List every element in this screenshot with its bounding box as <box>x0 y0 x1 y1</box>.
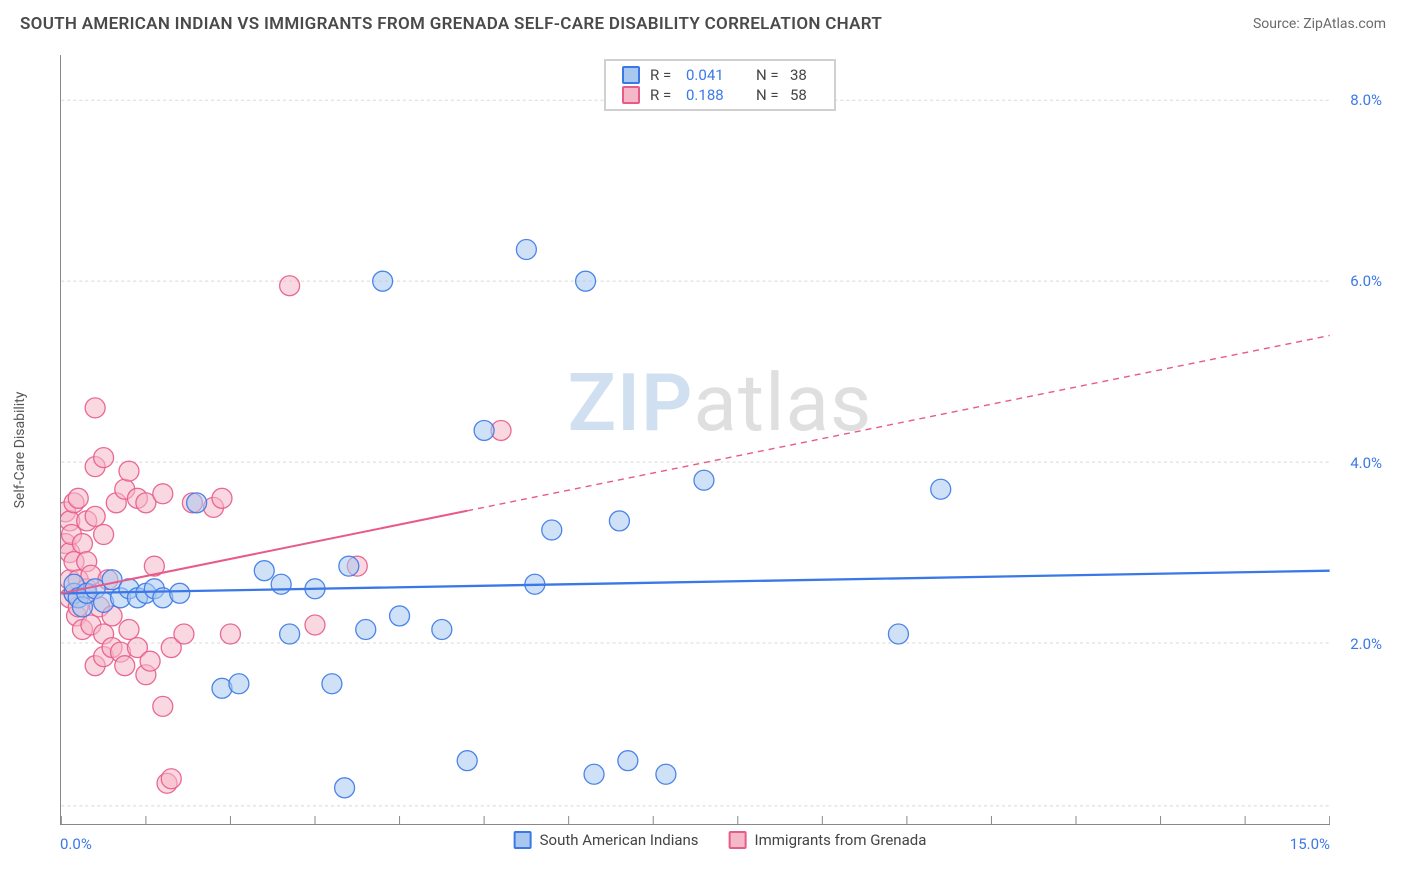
y-tick-label: 6.0% <box>1350 272 1382 290</box>
y-axis-label: Self-Care Disability <box>12 392 28 509</box>
legend-n-value: 58 <box>790 86 818 104</box>
legend-stat-row: R = 0.188 N = 58 <box>622 85 818 105</box>
y-tick-label: 4.0% <box>1350 454 1382 472</box>
x-tick-label: 0.0% <box>60 835 92 853</box>
chart-title: SOUTH AMERICAN INDIAN VS IMMIGRANTS FROM… <box>20 14 882 34</box>
legend-series-item: South American Indians <box>514 831 699 849</box>
x-tick-label: 15.0% <box>1290 835 1330 853</box>
y-tick-label: 2.0% <box>1350 635 1382 653</box>
legend-r-value: 0.041 <box>686 66 746 84</box>
source-attribution: Source: ZipAtlas.com <box>1253 16 1386 32</box>
scatter-plot <box>60 55 1330 825</box>
legend-stat-row: R = 0.041 N = 38 <box>622 65 818 85</box>
legend-swatch <box>729 831 747 849</box>
chart-container: Self-Care Disability ZIPatlas R = 0.041 … <box>50 55 1390 845</box>
legend-n-value: 38 <box>790 66 818 84</box>
legend-r-label: R = <box>650 86 676 104</box>
legend-n-label: N = <box>756 86 780 104</box>
y-tick-label: 8.0% <box>1350 91 1382 109</box>
series-legend: South American Indians Immigrants from G… <box>514 831 927 849</box>
legend-swatch <box>514 831 532 849</box>
legend-series-item: Immigrants from Grenada <box>729 831 927 849</box>
legend-series-label: Immigrants from Grenada <box>755 831 927 849</box>
legend-r-value: 0.188 <box>686 86 746 104</box>
legend-n-label: N = <box>756 66 780 84</box>
legend-r-label: R = <box>650 66 676 84</box>
legend-swatch <box>622 86 640 104</box>
legend-series-label: South American Indians <box>540 831 699 849</box>
legend-swatch <box>622 66 640 84</box>
correlation-legend: R = 0.041 N = 38 R = 0.188 N = 58 <box>604 59 836 111</box>
